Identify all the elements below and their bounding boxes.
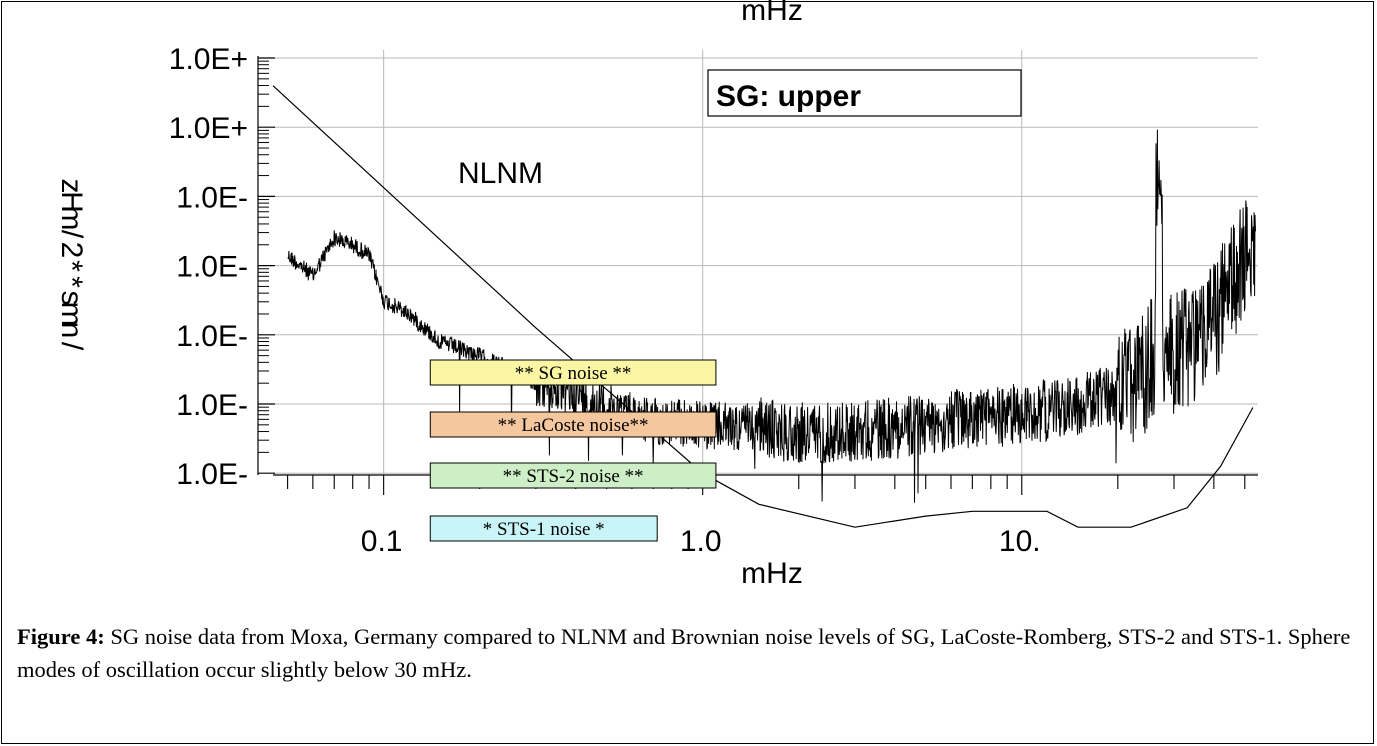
noise-band-2 xyxy=(429,462,717,489)
noise-chart: ** SG noise ** ** LaCoste noise** ** STS-2… xyxy=(55,0,1258,590)
noise-band-3 xyxy=(429,515,658,542)
y-axis-label-char: n xyxy=(55,322,88,339)
y-axis-label-char: / xyxy=(55,342,88,351)
y-axis-label-char: z xyxy=(55,179,88,194)
caption-bold: Figure 4: xyxy=(17,624,105,649)
noise-band-0 xyxy=(429,359,717,386)
chart-labels: 1.0E+ 1.0E+ 1.0E- 1.0E- 1.0E- 1.0E- 1.0E- 0.1 1.… xyxy=(55,0,1041,590)
legend-box xyxy=(707,69,1022,117)
y-tick-label: 1.0E- xyxy=(176,320,248,353)
noise-band-label: ** SG noise ** xyxy=(515,363,632,384)
y-axis-label-char: / xyxy=(55,230,88,239)
nlnm-label: NLNM xyxy=(458,157,543,190)
noise-band-label: ** LaCoste noise** xyxy=(498,415,649,436)
y-axis-label-char: H xyxy=(55,191,88,213)
nlnm-line xyxy=(272,85,1254,528)
caption-text: SG noise data from Moxa, Germany compare… xyxy=(17,624,1351,682)
y-axis-label-char: m xyxy=(55,206,88,231)
y-tick-label: 1.0E- xyxy=(176,251,248,284)
x-tick-label: 1.0 xyxy=(680,525,722,558)
y-tick-label: 1.0E- xyxy=(176,458,248,491)
y-axis-label-char: s xyxy=(55,291,88,306)
y-tick-label: 1.0E- xyxy=(176,389,248,422)
x-axis-label: mHz xyxy=(741,557,803,590)
y-tick-label: 1.0E+ xyxy=(169,112,248,145)
y-axis-label-char: * xyxy=(55,276,88,288)
y-axis-label-char: 2 xyxy=(55,242,88,259)
noise-band-label: * STS-1 noise * xyxy=(483,519,605,540)
y-tick-label: 1.0E+ xyxy=(169,43,248,76)
series-lines xyxy=(272,85,1256,528)
noise-band-label: ** STS-2 noise ** xyxy=(503,466,644,487)
x-tick-label: 0.1 xyxy=(361,525,403,558)
y-axis-label-char: m xyxy=(55,302,88,327)
noise-band-1 xyxy=(429,411,717,438)
legend-text: SG: upper xyxy=(716,80,861,113)
y-axis-label-char: * xyxy=(55,260,88,272)
top-axis-label: mHz xyxy=(741,0,803,27)
sg-noise-line xyxy=(287,129,1256,503)
y-tick-label: 1.0E- xyxy=(176,181,248,214)
x-tick-label: 10. xyxy=(999,525,1041,558)
noise-bands: ** SG noise ** ** LaCoste noise** ** STS-2… xyxy=(429,359,717,542)
figure-caption: Figure 4: SG noise data from Moxa, Germa… xyxy=(17,620,1357,686)
